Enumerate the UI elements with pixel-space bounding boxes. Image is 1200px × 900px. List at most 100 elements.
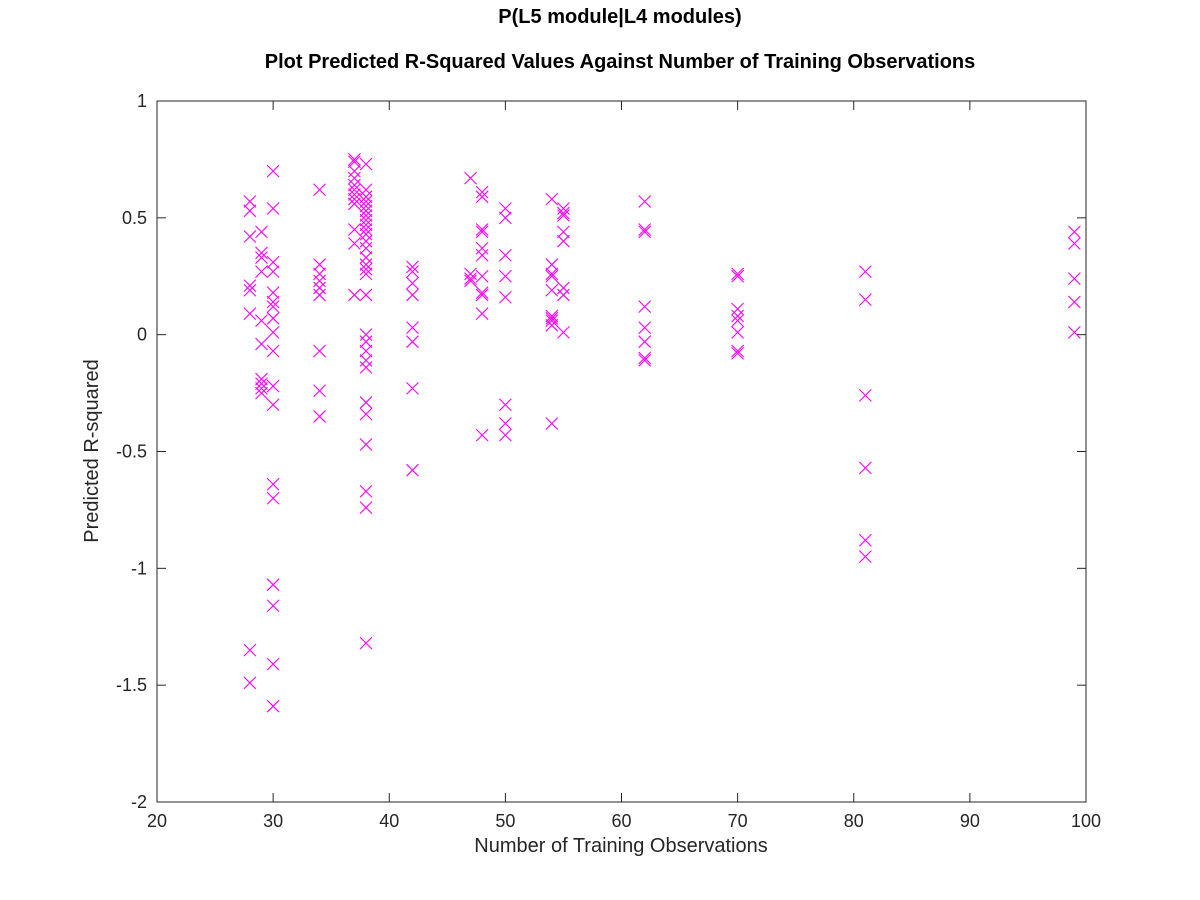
data-point — [243, 307, 257, 321]
chart-subtitle: Plot Predicted R-Squared Values Against … — [265, 51, 976, 73]
data-point — [266, 477, 280, 491]
data-point — [858, 550, 872, 564]
data-point — [1068, 237, 1081, 250]
data-point — [266, 657, 280, 671]
data-point — [638, 225, 652, 239]
data-point — [359, 204, 373, 218]
data-point — [1068, 325, 1081, 339]
data-point — [266, 344, 280, 358]
data-point — [475, 307, 489, 321]
y-tick-label: -0.5 — [116, 442, 147, 462]
data-point — [313, 274, 326, 288]
y-tick-label: -2 — [131, 792, 147, 812]
data-point — [858, 533, 872, 547]
data-point — [313, 281, 326, 295]
data-point — [557, 325, 570, 339]
data-point — [406, 260, 419, 274]
data-point — [858, 389, 872, 402]
data-point — [348, 237, 361, 250]
data-point — [359, 396, 373, 409]
data-point — [475, 248, 489, 262]
x-tick-label: 60 — [611, 811, 631, 831]
data-point — [266, 311, 280, 325]
data-point — [348, 164, 361, 178]
data-point — [255, 386, 268, 400]
data-point — [406, 276, 419, 290]
data-point — [359, 227, 373, 241]
data-point — [359, 262, 373, 276]
data-point — [255, 314, 268, 328]
data-point — [475, 286, 489, 299]
data-point — [359, 223, 373, 236]
data-point — [464, 267, 477, 281]
data-point — [266, 255, 280, 269]
data-point — [545, 258, 559, 271]
data-point — [498, 202, 512, 215]
data-point — [348, 178, 361, 192]
data-point — [359, 344, 373, 358]
data-point — [348, 155, 361, 169]
plot-area — [156, 100, 1087, 803]
data-point — [475, 225, 489, 239]
data-point — [475, 288, 489, 302]
data-point — [545, 417, 559, 430]
data-point — [406, 288, 419, 302]
data-point — [348, 223, 361, 236]
data-point — [498, 248, 512, 262]
data-point — [243, 230, 257, 243]
data-point — [359, 288, 373, 302]
y-tick-label: 0.5 — [122, 208, 147, 228]
data-point — [731, 302, 745, 316]
data-point — [638, 300, 652, 314]
data-point — [359, 501, 373, 514]
data-point — [313, 410, 326, 423]
data-point — [359, 157, 373, 171]
data-point — [255, 382, 268, 395]
data-point — [348, 183, 361, 197]
data-point — [359, 335, 373, 349]
data-point — [731, 325, 745, 339]
data-point — [498, 269, 512, 283]
data-point — [359, 438, 373, 451]
data-point — [545, 192, 559, 206]
data-point — [731, 314, 745, 328]
data-point — [359, 484, 373, 498]
data-point — [498, 290, 512, 304]
data-point — [313, 183, 326, 197]
data-point — [464, 274, 477, 288]
data-point — [475, 269, 489, 283]
axis-ticks: 20 30 40 50 60 70 80 90 100 -2 -1.5 -1 -0.5 0 0.5 1 — [116, 91, 1101, 831]
data-point — [359, 183, 373, 197]
data-point — [266, 286, 280, 299]
data-point — [359, 353, 373, 367]
data-point — [638, 195, 652, 208]
data-point — [255, 251, 268, 264]
data-point — [255, 225, 268, 239]
data-points — [243, 153, 1081, 713]
data-point — [266, 202, 280, 215]
plot-frame — [156, 100, 1087, 803]
data-point — [359, 195, 373, 208]
data-point — [266, 300, 280, 314]
data-point — [255, 377, 268, 391]
data-point — [498, 428, 512, 442]
data-point — [348, 192, 361, 206]
data-point — [638, 321, 652, 335]
data-point — [638, 335, 652, 349]
data-point — [545, 283, 559, 297]
data-point — [557, 202, 570, 215]
chart-title: P(L5 module|L4 modules) — [498, 6, 741, 28]
data-point — [858, 461, 872, 475]
data-point — [359, 636, 373, 650]
data-point — [359, 209, 373, 222]
data-point — [359, 234, 373, 248]
data-point — [359, 199, 373, 213]
data-point — [359, 360, 373, 374]
data-point — [406, 265, 419, 278]
data-point — [359, 251, 373, 264]
data-point — [1068, 225, 1081, 239]
y-tick-label: -1.5 — [116, 675, 147, 695]
data-point — [243, 204, 257, 218]
data-point — [266, 265, 280, 278]
